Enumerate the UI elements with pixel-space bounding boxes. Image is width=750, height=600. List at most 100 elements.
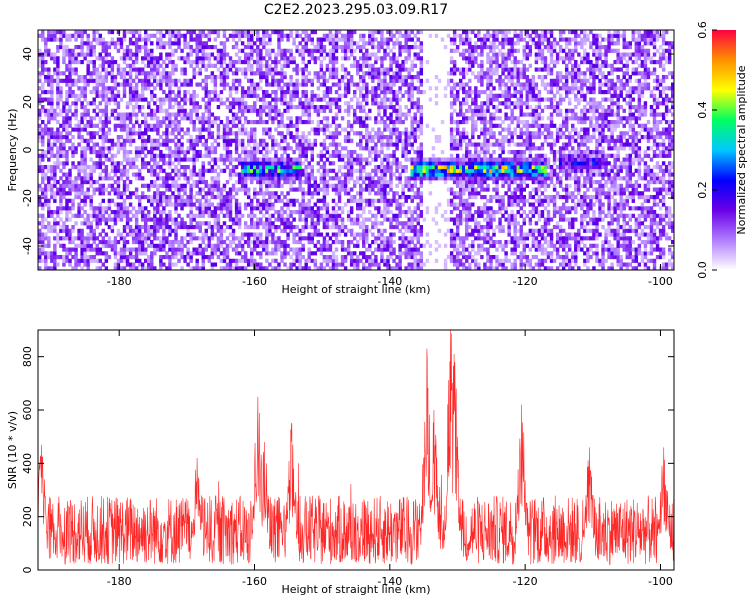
heatmap-cell [280, 33, 284, 38]
heatmap-cell [159, 195, 163, 200]
heatmap-cell [286, 266, 290, 271]
heatmap-cell [307, 120, 311, 125]
heatmap-cell [386, 157, 390, 162]
heatmap-cell [398, 71, 402, 76]
heatmap-cell [74, 78, 78, 83]
heatmap-cell [44, 90, 48, 95]
heatmap-cell [343, 82, 348, 87]
heatmap-cell [80, 228, 84, 233]
heatmap-cell [362, 232, 366, 237]
heatmap-cell [374, 236, 378, 241]
heatmap-cell [216, 75, 221, 80]
heatmap-cell [322, 131, 327, 136]
heatmap-cell [122, 52, 127, 57]
heatmap-cell [65, 45, 69, 50]
heatmap-cell [44, 217, 48, 222]
heatmap-cell [183, 225, 187, 230]
heatmap-cell [165, 172, 169, 177]
heatmap-cell [186, 52, 190, 57]
heatmap-cell [95, 243, 99, 248]
heatmap-cell [50, 210, 54, 215]
heatmap-cell [189, 101, 193, 106]
heatmap-cell [222, 33, 227, 38]
heatmap-cell [195, 221, 199, 226]
heatmap-cell [228, 105, 233, 110]
heatmap-cell [301, 180, 305, 185]
heatmap-cell [304, 213, 308, 218]
heatmap-cell [337, 206, 342, 211]
heatmap-cell [319, 153, 324, 158]
heatmap-cell [343, 45, 348, 50]
heatmap-cell [246, 37, 251, 42]
heatmap-cell [201, 48, 205, 53]
heatmap-cell [383, 127, 387, 132]
heatmap-cell [192, 225, 196, 230]
heatmap-cell [192, 138, 196, 143]
heatmap-cell [349, 172, 354, 177]
heatmap-cell [95, 213, 99, 218]
heatmap-cell [98, 172, 102, 177]
heatmap-cell [71, 71, 75, 76]
heatmap-cell [319, 45, 324, 50]
heatmap-cell [380, 183, 384, 188]
heatmap-cell [304, 30, 308, 35]
heatmap-cell [180, 116, 184, 121]
heatmap-cell [86, 112, 90, 117]
heatmap-cell [144, 206, 148, 211]
heatmap-cell [359, 191, 363, 196]
heatmap-cell [331, 217, 336, 222]
heatmap-cell [407, 225, 411, 230]
heatmap-cell [274, 108, 278, 113]
heatmap-cell [301, 142, 305, 147]
heatmap-cell [150, 123, 154, 128]
heatmap-cell [177, 183, 181, 188]
heatmap-cell [383, 258, 387, 263]
heatmap-cell [59, 210, 63, 215]
heatmap-cell [147, 112, 151, 117]
heatmap-cell [171, 120, 175, 125]
heatmap-cell [125, 138, 130, 143]
heatmap-cell [95, 90, 99, 95]
heatmap-cell [383, 41, 387, 46]
heatmap-cell [289, 60, 293, 65]
heatmap-cell [53, 210, 57, 215]
heatmap-cell [162, 67, 166, 72]
heatmap-cell [410, 105, 414, 110]
heatmap-cell [180, 172, 184, 177]
heatmap-cell [150, 75, 154, 80]
heatmap-cell [368, 135, 372, 140]
heatmap-cell [334, 127, 339, 132]
heatmap-cell [210, 266, 215, 271]
heatmap-cell [265, 78, 269, 83]
heatmap-cell [392, 123, 396, 128]
heatmap-cell [374, 168, 378, 173]
heatmap-cell [134, 187, 139, 192]
heatmap-cell [310, 183, 314, 188]
heatmap-cell [125, 48, 130, 53]
heatmap-cell [156, 37, 160, 42]
heatmap-cell [122, 142, 127, 147]
heatmap-cell [322, 78, 327, 83]
heatmap-cell [150, 240, 154, 245]
heatmap-cell [371, 168, 375, 173]
heatmap-cell [410, 176, 414, 181]
heatmap-cell [407, 251, 411, 256]
heatmap-cell [219, 75, 224, 80]
heatmap-cell [92, 191, 96, 196]
heatmap-cell [147, 123, 151, 128]
heatmap-cell [150, 146, 154, 151]
heatmap-cell [128, 116, 133, 121]
heatmap-cell [47, 112, 51, 117]
heatmap-cell [404, 112, 408, 117]
heatmap-cell [44, 225, 48, 230]
heatmap-cell [289, 123, 293, 128]
heatmap-cell [380, 101, 384, 106]
heatmap-cell [228, 33, 233, 38]
heatmap-cell [307, 161, 311, 166]
heatmap-cell [192, 232, 196, 237]
heatmap-cell [116, 41, 121, 46]
heatmap-cell [83, 116, 87, 121]
heatmap-cell [65, 116, 69, 121]
heatmap-cell [386, 180, 390, 185]
heatmap-cell [337, 213, 342, 218]
